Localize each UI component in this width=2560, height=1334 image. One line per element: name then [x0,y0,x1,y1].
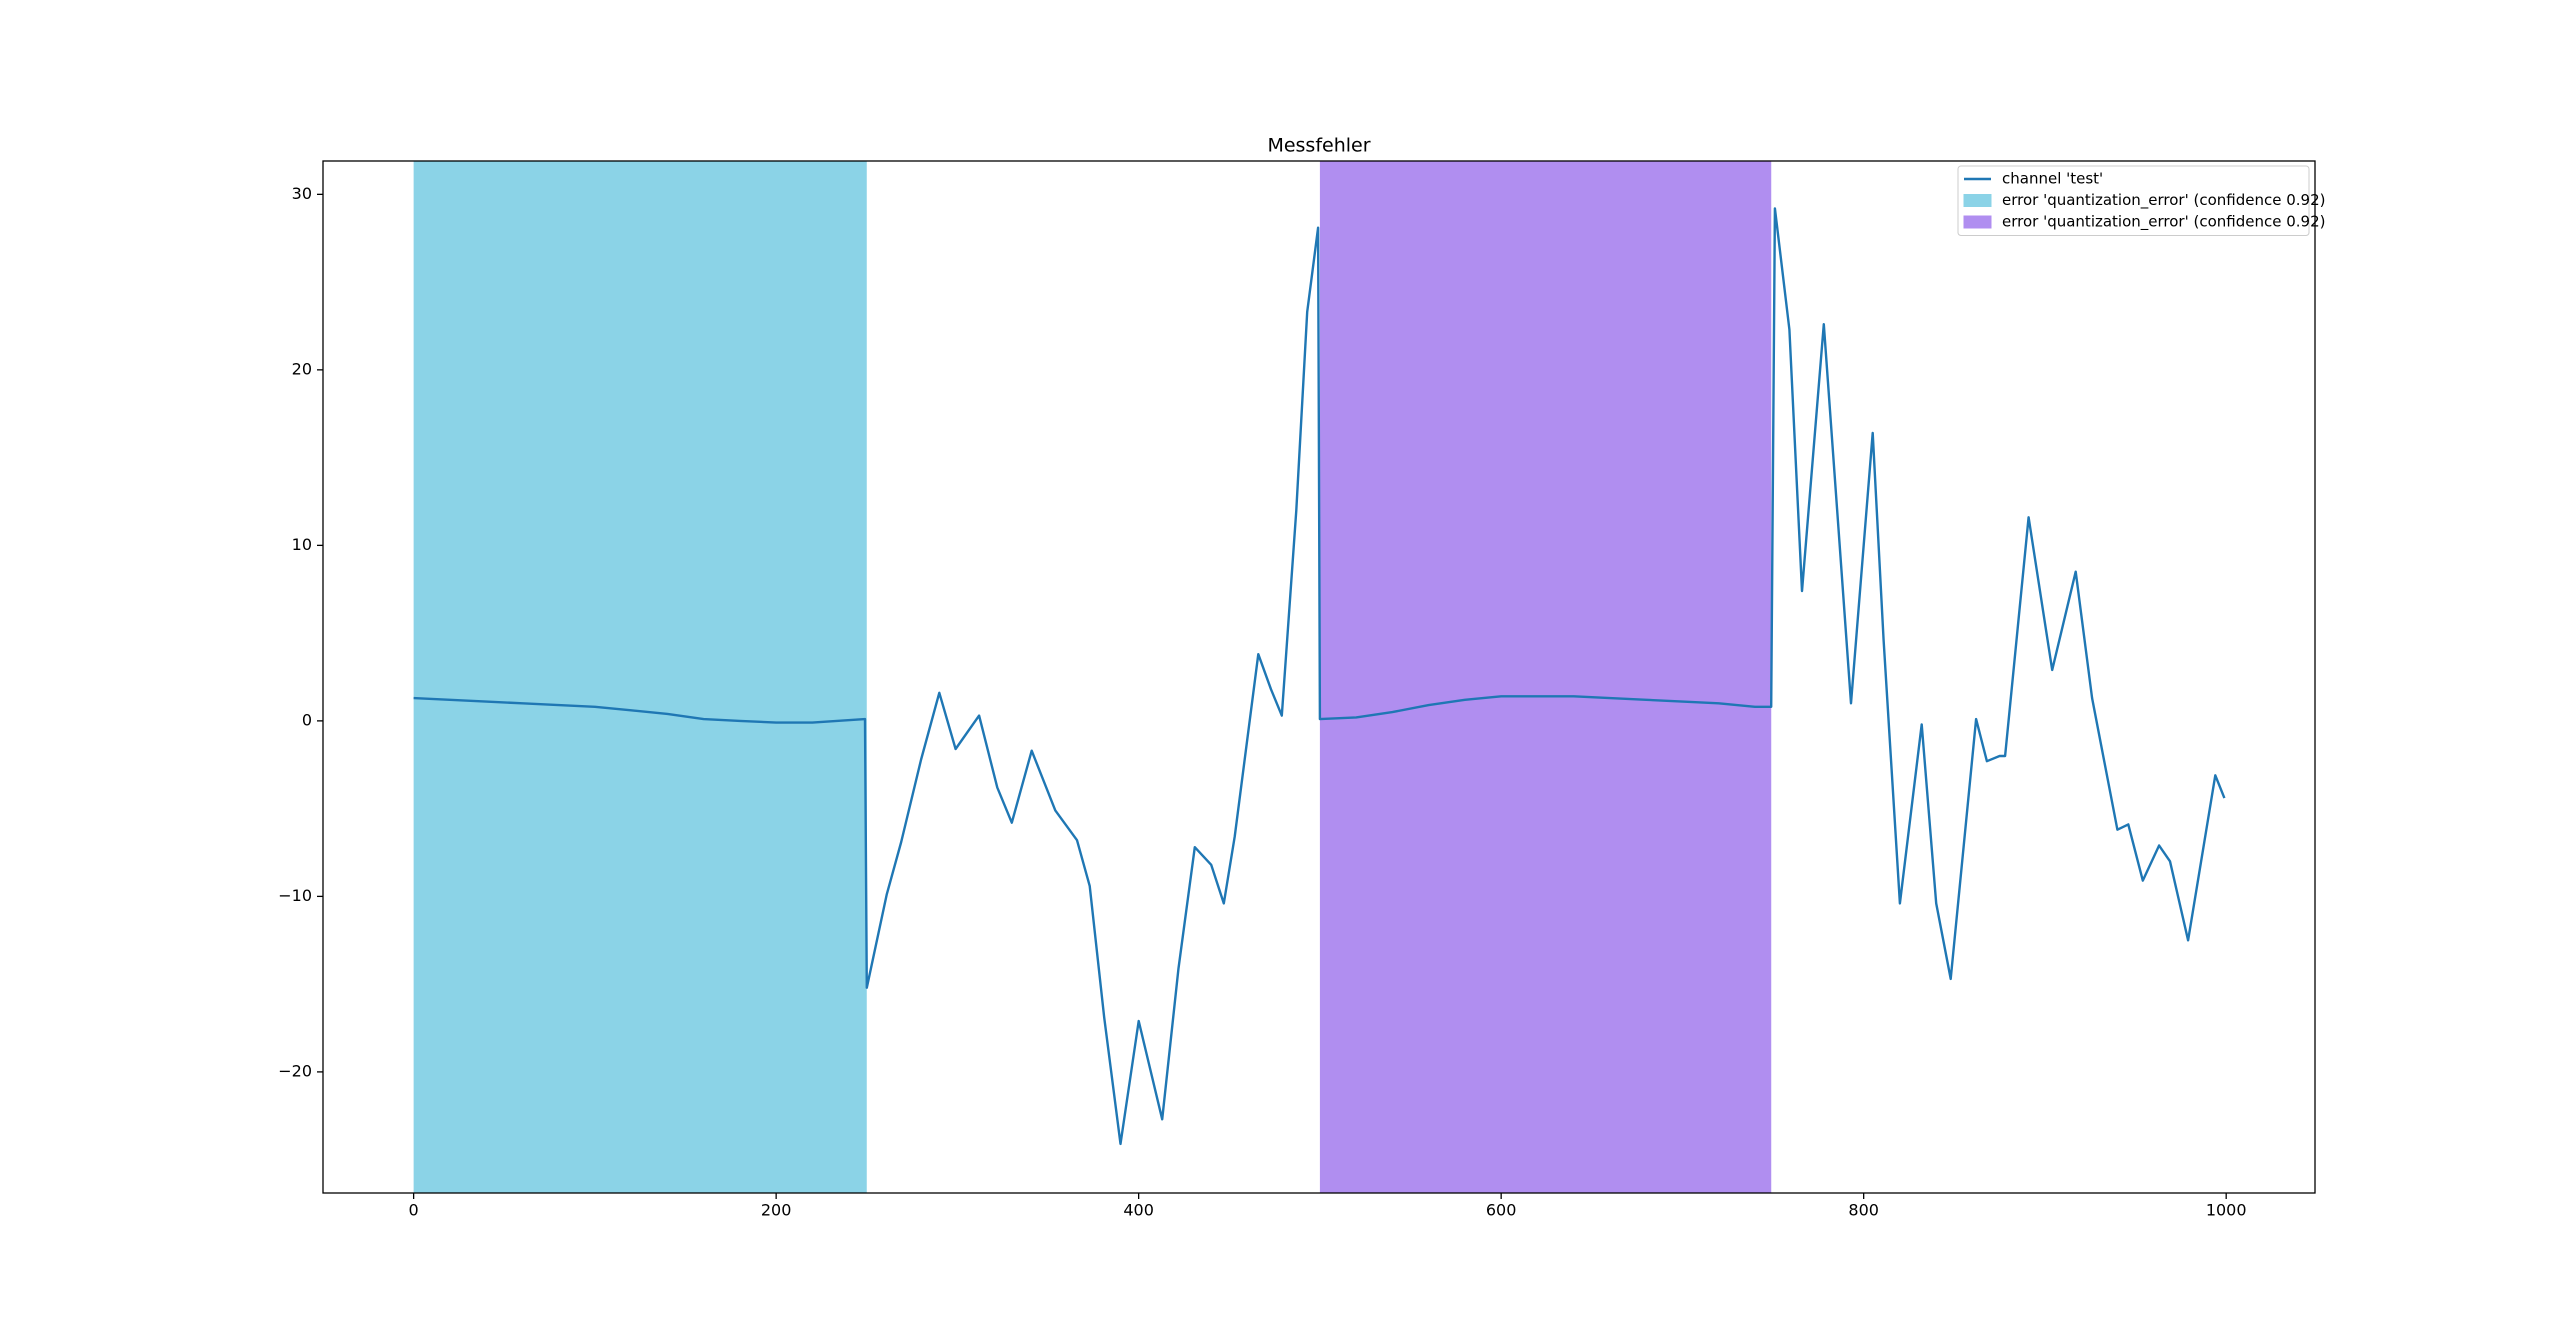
error-span [1319,161,1772,1193]
legend-patch [1963,194,1992,207]
data-line [413,207,2226,1146]
axes-frame [322,160,2316,1194]
x-tick-label: 800 [1848,1201,1879,1220]
legend-patch [1963,215,1992,229]
legend-label: error 'quantization_error' (confidence 0… [2002,213,2325,232]
y-tick-label: 10 [292,535,312,554]
legend: channel 'test' error 'quantization_error'… [1957,165,2325,236]
legend-label: error 'quantization_error' (confidence 0… [2002,191,2325,210]
legend-label: channel 'test' [2002,170,2103,188]
x-tick-label: 200 [761,1201,792,1220]
y-tick-label: 0 [302,710,312,729]
error-span [413,161,867,1193]
legend-box [1957,165,2310,236]
y-tick-label: −10 [278,886,312,905]
y-tick-label: −20 [278,1061,312,1080]
x-tick-label: 1000 [2206,1201,2247,1220]
chart-title: Messfehler [1267,135,1370,157]
x-tick-label: 400 [1123,1201,1154,1220]
x-tick-label: 600 [1486,1201,1517,1220]
x-tick-label: 0 [409,1201,419,1220]
y-tick-label: 20 [292,359,312,378]
y-tick-label: 30 [292,184,312,203]
